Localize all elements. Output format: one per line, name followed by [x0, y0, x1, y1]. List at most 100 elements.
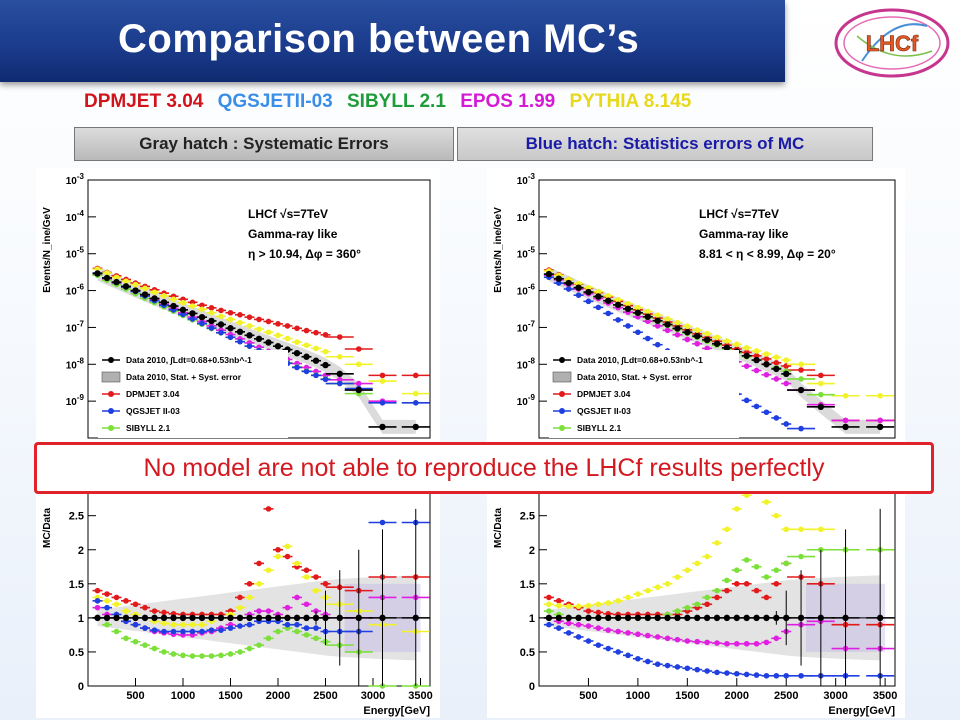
ratio-data-point: [713, 614, 721, 622]
ratio-pythia-point: [798, 526, 804, 533]
ratio-sibyll-point: [303, 632, 310, 638]
ratio-xtick-label: 3000: [823, 690, 847, 702]
ratio-data-point: [703, 614, 711, 622]
chart-right: 10-3 10-4 10-5 10-6 10-7 10-8 10-9 LHCf √s=7TeV…: [493, 172, 897, 717]
ratio-data-point: [654, 614, 661, 622]
top-pythia-point: [218, 313, 224, 320]
top-epos-point: [783, 380, 790, 387]
annotation-line-0: LHCf √s=7TeV: [248, 207, 328, 221]
ratio-data-point: [723, 614, 731, 622]
ratio-qgsjet-point: [644, 658, 651, 665]
ratio-qgsjet-point: [132, 621, 139, 628]
annotation-line-1: Gamma-ray like: [248, 227, 338, 241]
ratio-dpmjet-point: [753, 587, 760, 594]
ratio-pythia-point: [644, 587, 651, 594]
top-dpmjet-point: [237, 312, 243, 318]
top-data-point: [312, 357, 320, 364]
ratio-xtick-label: 2000: [725, 690, 749, 702]
ratio-ytick-label: 0: [78, 681, 84, 693]
ratio-sibyll-point: [743, 557, 750, 563]
top-qgsjet-point: [644, 335, 651, 342]
top-qgsjet-point: [555, 280, 562, 286]
ratio-xtick-label: 3000: [361, 690, 385, 702]
top-ytick-label: 10-8: [66, 356, 85, 371]
top-ytick-label: 10-8: [517, 356, 536, 371]
top-pythia-point: [355, 361, 362, 368]
ratio-qgsjet-point: [595, 642, 602, 648]
ratio-pythia-point: [724, 526, 730, 533]
ratio-pythia-point: [704, 553, 710, 560]
ratio-pythia-point: [733, 506, 740, 512]
ratio-xtick-label: 2500: [313, 690, 337, 702]
top-dpmjet-point: [798, 367, 804, 373]
ratio-data-point: [634, 614, 642, 622]
ratio-data-point: [208, 614, 215, 622]
top-ytick-label: 10-5: [66, 246, 85, 261]
ratio-pythia-point: [635, 591, 641, 597]
ratio-dpmjet-point: [246, 581, 253, 587]
ratio-dpmjet-point: [132, 601, 139, 608]
top-qgsjet-point: [189, 316, 196, 322]
ratio-data-point: [160, 614, 168, 622]
ratio-data-point: [684, 614, 691, 622]
legend-swatch-data: [108, 357, 114, 363]
ratio-dpmjet-point: [123, 598, 129, 604]
top-qgsjet-point: [743, 397, 750, 404]
top-qgsjet-point: [615, 317, 621, 323]
ratio-sibyll-point: [104, 621, 110, 628]
ratio-xtick-label: 3500: [873, 690, 897, 702]
ratio-sibyll-point: [256, 642, 262, 648]
ratio-dpmjet-point: [104, 591, 110, 597]
ratio-sibyll-point: [724, 577, 730, 584]
top-data-point: [236, 328, 244, 336]
ratio-data-point: [170, 614, 177, 622]
ratio-sibyll-point: [123, 635, 129, 642]
ratio-data-point: [743, 614, 750, 622]
top-pythia-point: [113, 274, 120, 281]
top-dpmjet-point: [284, 323, 291, 329]
top-dpmjet-point: [355, 346, 362, 352]
top-data-point: [783, 370, 790, 378]
ratio-pythia-point: [783, 526, 790, 533]
top-epos-point: [684, 336, 691, 343]
ratio-qgsjet-point: [161, 628, 167, 635]
ratio-pythia-point: [714, 540, 720, 546]
chart-left: 10-3 10-4 10-5 10-6 10-7 10-8 10-9 LHCf √s=7TeV…: [42, 172, 433, 717]
top-data-point: [379, 423, 386, 431]
top-data-point: [817, 403, 825, 411]
ratio-epos-point: [674, 636, 681, 643]
ratio-data-point: [198, 614, 206, 622]
top-qgsjet-point: [412, 400, 419, 406]
top-data-point: [605, 297, 612, 304]
ratio-xtick-label: 500: [126, 690, 144, 702]
legend-swatch-syst: [552, 371, 572, 383]
top-pythia-point: [704, 330, 710, 337]
logo-text: LHCf: [866, 31, 919, 56]
ratio-data-point: [674, 614, 681, 622]
annotation-line-0: LHCf √s=7TeV: [699, 207, 779, 221]
top-qgsjet-point: [379, 400, 386, 406]
top-ytick-label: 10-3: [66, 172, 85, 187]
ratio-dpmjet-point: [714, 594, 720, 601]
top-pythia-point: [783, 357, 790, 363]
top-data-point: [103, 274, 111, 282]
top-qgsjet-point: [763, 409, 770, 416]
ratio-dpmjet-point: [142, 604, 148, 611]
ratio-pythia-point: [294, 560, 300, 567]
ratio-data-point: [664, 614, 671, 622]
ratio-epos-point: [753, 640, 760, 647]
ratio-dpmjet-point: [113, 594, 120, 601]
ratio-sibyll-point: [151, 645, 158, 652]
ratio-qgsjet-point: [227, 625, 234, 631]
top-pythia-point: [714, 334, 720, 341]
top-data-point: [179, 306, 187, 314]
ratio-qgsjet-point: [246, 621, 253, 628]
ratio-sibyll-point: [132, 638, 139, 645]
top-data-point: [654, 317, 661, 324]
top-dpmjet-point: [753, 352, 760, 359]
top-pythia-point: [313, 345, 319, 352]
top-qgsjet-point: [565, 286, 572, 292]
top-epos-point: [694, 340, 701, 347]
top-epos-point: [842, 417, 849, 424]
legend-label-sibyll: SIBYLL 2.1: [577, 423, 622, 433]
